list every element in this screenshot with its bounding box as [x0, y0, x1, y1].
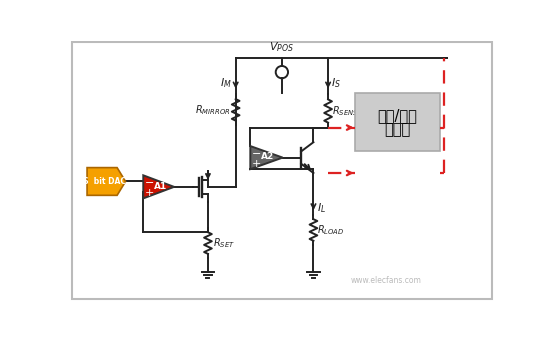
Text: 16  bit DAC: 16 bit DAC [78, 177, 126, 186]
Text: $+$: $+$ [144, 187, 154, 198]
Polygon shape [87, 168, 125, 195]
Text: 转换器: 转换器 [384, 122, 410, 137]
Text: $R_{SENSE}$: $R_{SENSE}$ [332, 104, 363, 118]
Bar [355, 93, 440, 151]
Text: $I_S$: $I_S$ [331, 76, 341, 90]
Text: $-$: $-$ [251, 147, 261, 157]
Text: 降压/升压: 降压/升压 [377, 108, 417, 123]
Polygon shape [143, 175, 174, 198]
Text: A2: A2 [261, 152, 274, 161]
Text: $I_M$: $I_M$ [220, 76, 232, 90]
Text: www.elecfans.com: www.elecfans.com [350, 276, 421, 285]
Text: $-$: $-$ [144, 176, 154, 186]
Text: $R_{MIRROR}$: $R_{MIRROR}$ [195, 103, 231, 117]
Text: $I_L$: $I_L$ [317, 201, 326, 215]
Polygon shape [250, 146, 283, 169]
Text: A1: A1 [153, 182, 167, 191]
Text: $V_{POS}$: $V_{POS}$ [270, 40, 294, 54]
Text: $R_{SET}$: $R_{SET}$ [212, 236, 234, 250]
Text: $R_{LOAD}$: $R_{LOAD}$ [317, 223, 345, 237]
Text: $+$: $+$ [251, 158, 261, 169]
